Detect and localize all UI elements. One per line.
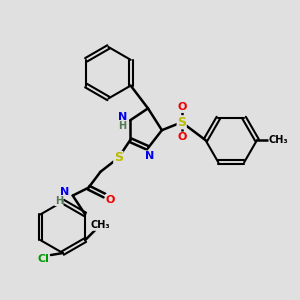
Text: Cl: Cl xyxy=(37,254,49,264)
Text: N: N xyxy=(60,187,69,196)
Text: N: N xyxy=(146,151,154,161)
Text: S: S xyxy=(177,116,186,129)
Text: O: O xyxy=(106,194,115,205)
Text: CH₃: CH₃ xyxy=(90,220,110,230)
Text: S: S xyxy=(114,152,123,164)
Text: CH₃: CH₃ xyxy=(269,135,289,145)
Text: H: H xyxy=(118,121,126,131)
Text: O: O xyxy=(177,102,186,112)
Text: H: H xyxy=(55,196,63,206)
Text: O: O xyxy=(177,132,186,142)
Text: N: N xyxy=(118,112,127,122)
